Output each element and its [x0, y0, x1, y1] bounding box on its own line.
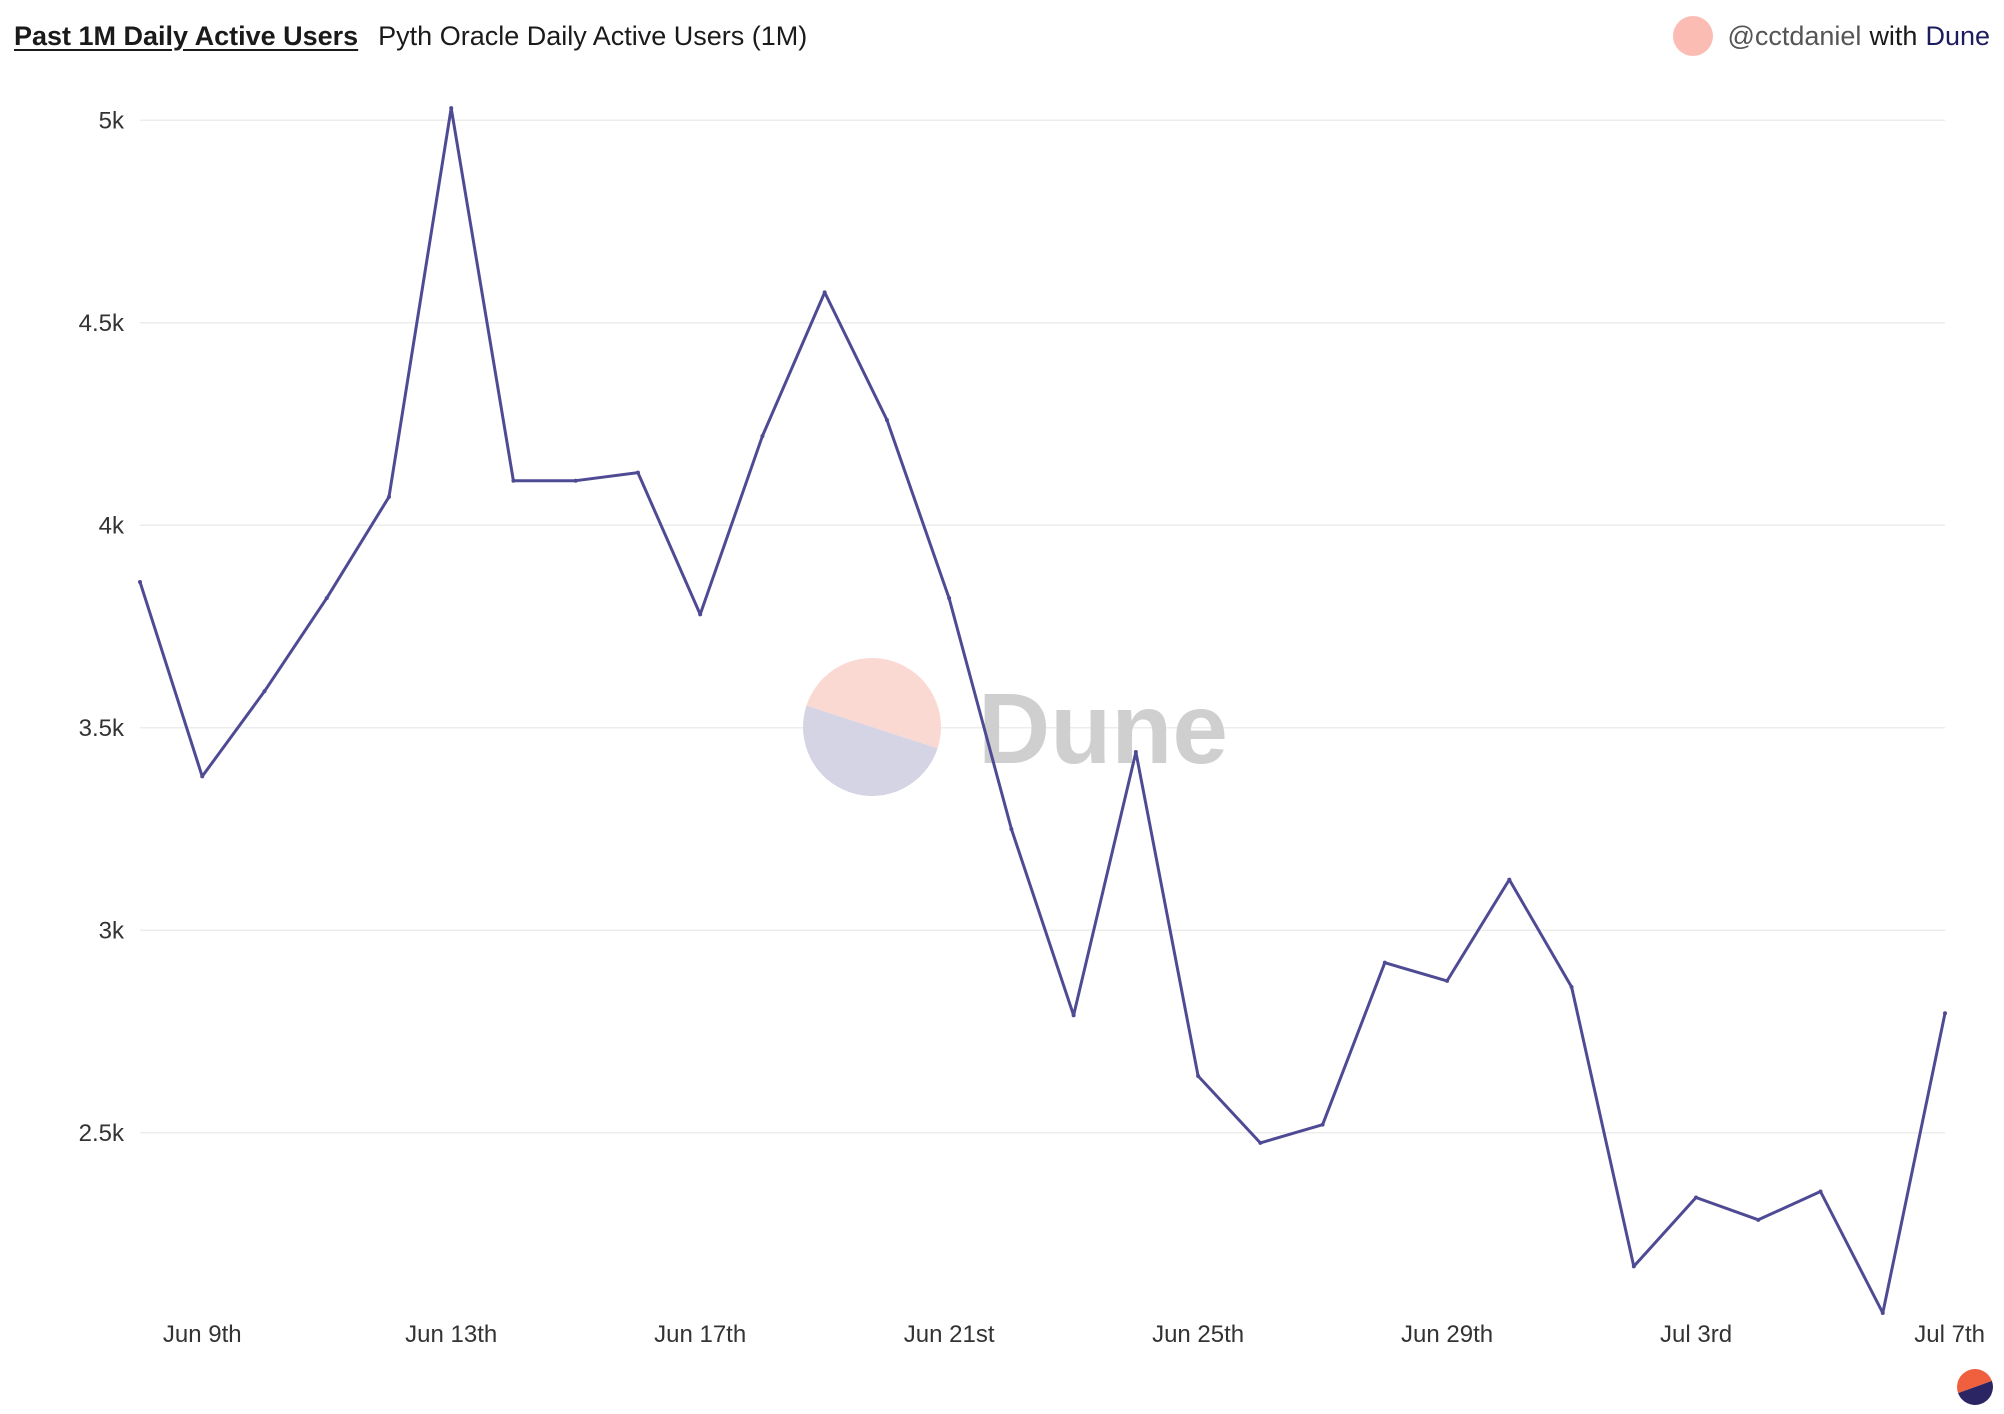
- author-credit: @cctdaniel with Dune: [1673, 14, 1990, 58]
- y-tick-label: 3k: [99, 917, 125, 944]
- data-point: [386, 494, 391, 499]
- data-point: [1009, 827, 1014, 831]
- corner-logo-bottom: [1958, 1380, 1993, 1405]
- data-point: [760, 434, 765, 439]
- watermark-circle-top: [806, 658, 941, 749]
- data-point: [947, 596, 952, 601]
- series-line: [138, 106, 1947, 1315]
- data-point: [1133, 750, 1138, 755]
- data-point: [449, 106, 454, 111]
- data-point: [1569, 984, 1574, 989]
- chart-header: Past 1M Daily Active Users Pyth Oracle D…: [14, 14, 807, 58]
- watermark-circle-bottom: [803, 705, 938, 796]
- data-point: [200, 774, 205, 779]
- data-point: [262, 689, 267, 694]
- dune-watermark: Dune: [803, 658, 1228, 796]
- x-tick-label: Jul 3rd: [1660, 1321, 1732, 1348]
- author-link[interactable]: @cctdaniel: [1727, 20, 1862, 51]
- data-point: [698, 612, 703, 617]
- gridlines: [140, 119, 1945, 1134]
- data-point: [1507, 877, 1512, 882]
- data-point: [1943, 1011, 1947, 1016]
- data-point: [635, 470, 640, 475]
- y-tick-label: 2.5k: [79, 1120, 125, 1147]
- data-point: [573, 478, 578, 483]
- data-point: [1071, 1013, 1076, 1018]
- data-point: [1694, 1195, 1699, 1200]
- data-point: [1880, 1310, 1885, 1315]
- data-point: [511, 478, 516, 483]
- data-point: [822, 290, 827, 295]
- y-tick-label: 5k: [99, 107, 125, 134]
- x-tick-label: Jun 13th: [405, 1321, 497, 1348]
- data-point: [1258, 1140, 1263, 1145]
- query-title-link[interactable]: Past 1M Daily Active Users: [14, 20, 359, 51]
- x-tick-label: Jun 29th: [1401, 1321, 1493, 1348]
- credit-with-text: with: [1869, 20, 1918, 51]
- dune-brand-link[interactable]: Dune: [1925, 20, 1990, 51]
- watermark-text: Dune: [978, 673, 1228, 785]
- chart-subtitle: Pyth Oracle Daily Active Users (1M): [378, 20, 808, 51]
- y-tick-label: 3.5k: [79, 715, 125, 742]
- series-layer: [138, 106, 1947, 1315]
- author-avatar[interactable]: [1673, 16, 1714, 56]
- data-point: [1631, 1264, 1636, 1269]
- x-tick-label: Jun 21st: [904, 1321, 995, 1348]
- data-point: [324, 596, 329, 601]
- x-axis-ticks: Jun 9th Jun 13th Jun 17th Jun 21st Jun 25th J…: [163, 1321, 1985, 1348]
- data-point: [1382, 960, 1387, 965]
- data-point: [1445, 978, 1450, 983]
- data-point: [1756, 1217, 1761, 1222]
- x-tick-label: Jun 9th: [163, 1321, 242, 1348]
- data-point: [1196, 1074, 1201, 1079]
- y-axis-ticks: 2.5k 3k 3.5k 4k 4.5k 5k: [79, 107, 125, 1147]
- x-tick-label: Jul 7th: [1914, 1321, 1985, 1348]
- dune-corner-logo-icon[interactable]: [1957, 1369, 1993, 1405]
- data-point: [1320, 1122, 1325, 1127]
- y-tick-label: 4.5k: [79, 310, 125, 337]
- y-tick-label: 4k: [99, 512, 125, 539]
- data-point: [884, 417, 889, 422]
- x-tick-label: Jun 17th: [654, 1321, 746, 1348]
- corner-logo-top: [1957, 1369, 1992, 1394]
- data-point: [138, 579, 142, 584]
- data-point: [1818, 1189, 1823, 1194]
- x-tick-label: Jun 25th: [1152, 1321, 1244, 1348]
